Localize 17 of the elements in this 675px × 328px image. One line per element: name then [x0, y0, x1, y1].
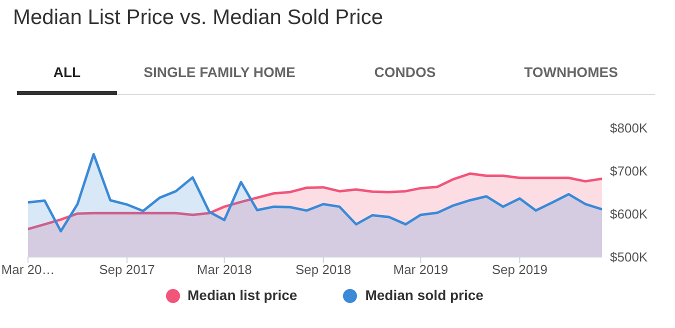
legend-label: Median sold price	[365, 287, 484, 303]
y-tick-label: $700K	[610, 164, 648, 179]
text: CONDOS	[373, 63, 437, 82]
legend-label: Median list price	[188, 287, 298, 303]
chart-title: Median List Price vs. Median Sold Price	[13, 6, 383, 30]
y-tick-label: $500K	[610, 250, 648, 265]
x-tick-label: Sep 2017	[99, 262, 155, 278]
text: SINGLE FAMILY HOME	[142, 63, 296, 82]
y-tick-label: $800K	[610, 120, 648, 136]
text: ALL	[17, 54, 117, 95]
x-tick-label: Sep 2019	[492, 262, 548, 278]
x-tick-label: Sep 2018	[296, 262, 352, 278]
text: TOWNHOMES	[523, 63, 619, 82]
x-tick-label: Mar 20…	[1, 262, 55, 278]
y-tick-label: $600K	[610, 206, 648, 222]
x-tick-label: Mar 2019	[393, 262, 448, 278]
x-tick-label: Mar 2018	[196, 262, 252, 278]
